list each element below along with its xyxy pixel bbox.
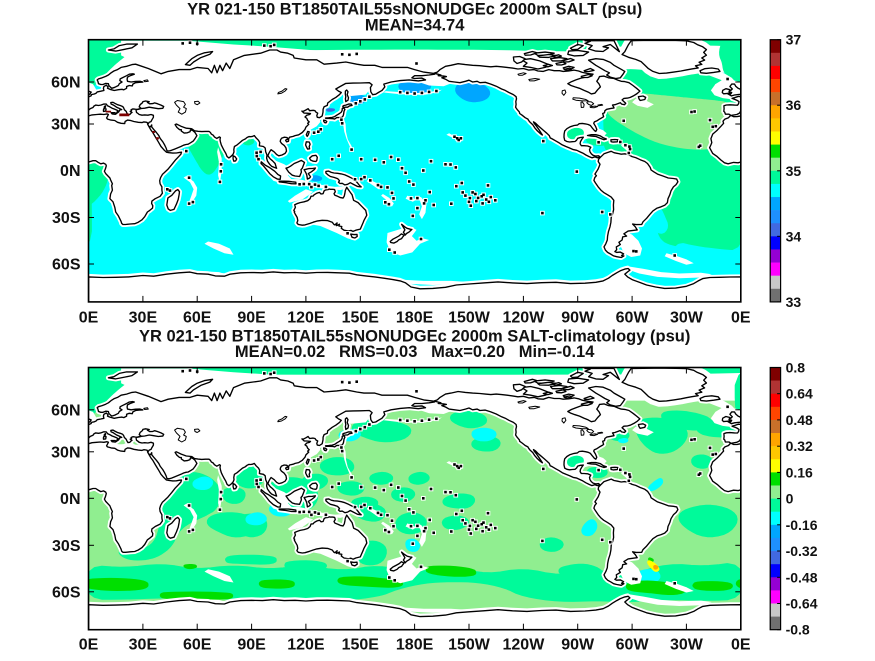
svg-text:90E: 90E (237, 637, 266, 654)
svg-text:30W: 30W (670, 637, 704, 654)
svg-text:90E: 90E (237, 310, 266, 327)
svg-text:34: 34 (786, 228, 802, 244)
svg-text:0N: 0N (60, 491, 80, 508)
svg-text:33: 33 (786, 294, 802, 310)
svg-text:120W: 120W (503, 637, 546, 654)
svg-text:60W: 60W (616, 310, 650, 327)
svg-text:0: 0 (786, 491, 794, 507)
svg-text:60S: 60S (52, 584, 81, 601)
svg-text:0.8: 0.8 (786, 360, 806, 376)
svg-text:30S: 30S (52, 210, 81, 227)
svg-text:60E: 60E (183, 637, 212, 654)
svg-text:0.32: 0.32 (786, 438, 813, 454)
svg-text:150E: 150E (342, 637, 380, 654)
svg-text:0E: 0E (731, 637, 751, 654)
svg-text:0E: 0E (731, 310, 751, 327)
svg-text:-0.32: -0.32 (786, 543, 818, 559)
svg-text:60E: 60E (183, 310, 212, 327)
svg-text:120E: 120E (287, 637, 325, 654)
svg-text:YR 021-150 BT1850TAIL55sNONUDG: YR 021-150 BT1850TAIL55sNONUDGEc 2000m S… (139, 328, 690, 346)
svg-text:37: 37 (786, 32, 802, 48)
svg-text:YR 021-150 BT1850TAIL55sNONUDG: YR 021-150 BT1850TAIL55sNONUDGEc 2000m S… (187, 1, 642, 19)
svg-text:90W: 90W (561, 310, 595, 327)
svg-text:150W: 150W (448, 310, 491, 327)
svg-text:-0.16: -0.16 (786, 517, 818, 533)
svg-text:0.48: 0.48 (786, 412, 813, 428)
svg-text:-0.64: -0.64 (786, 596, 818, 612)
svg-text:60W: 60W (616, 637, 650, 654)
svg-text:36: 36 (786, 97, 802, 113)
svg-text:150E: 150E (342, 310, 380, 327)
svg-text:-0.8: -0.8 (786, 622, 810, 638)
svg-text:30W: 30W (670, 310, 704, 327)
svg-text:0E: 0E (79, 637, 99, 654)
svg-text:30E: 30E (129, 310, 158, 327)
svg-text:120W: 120W (503, 310, 546, 327)
svg-text:0.16: 0.16 (786, 464, 813, 480)
svg-text:0N: 0N (60, 163, 80, 180)
svg-text:60N: 60N (51, 75, 80, 92)
svg-text:0E: 0E (79, 310, 99, 327)
svg-text:35: 35 (786, 163, 802, 179)
svg-text:30N: 30N (51, 117, 80, 134)
svg-text:120E: 120E (287, 310, 325, 327)
svg-text:30N: 30N (51, 444, 80, 461)
svg-text:180E: 180E (396, 310, 434, 327)
svg-text:30S: 30S (52, 538, 81, 555)
svg-text:30E: 30E (129, 637, 158, 654)
svg-text:150W: 150W (448, 637, 491, 654)
svg-text:60N: 60N (51, 402, 80, 419)
svg-text:MEAN=0.02 RMS=0.03 Max=0.2: MEAN=0.02 RMS=0.03 Max=0.20 Min=-0.14 (235, 343, 595, 361)
svg-text:60S: 60S (52, 257, 81, 274)
svg-text:-0.48: -0.48 (786, 569, 818, 585)
svg-text:180E: 180E (396, 637, 434, 654)
svg-text:MEAN=34.74: MEAN=34.74 (365, 17, 465, 35)
svg-text:0.64: 0.64 (786, 386, 813, 402)
svg-text:90W: 90W (561, 637, 595, 654)
